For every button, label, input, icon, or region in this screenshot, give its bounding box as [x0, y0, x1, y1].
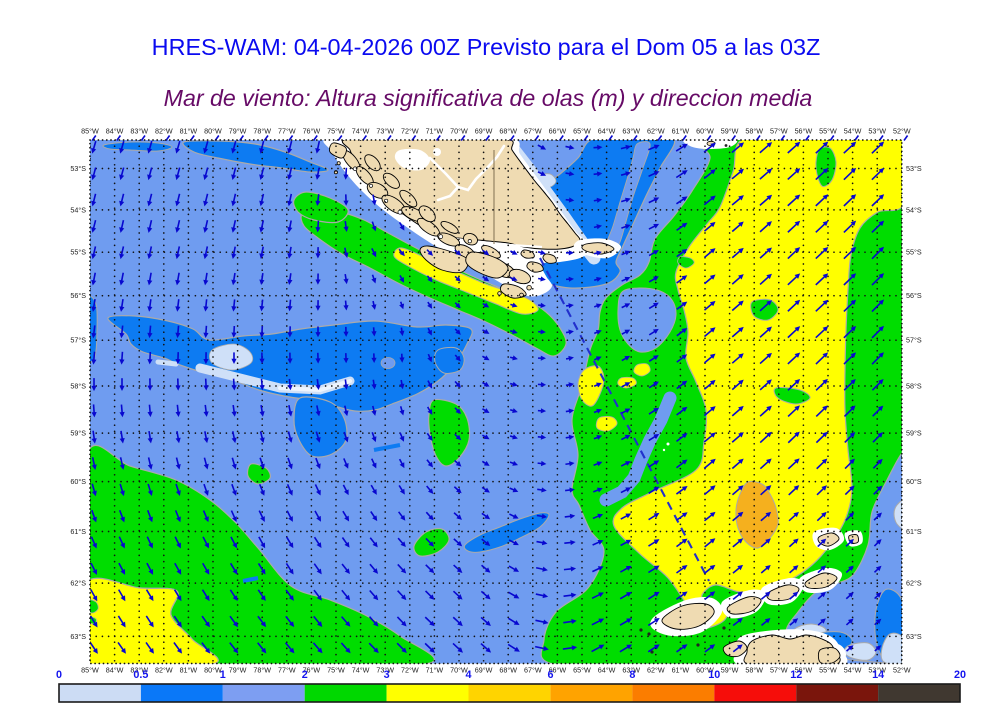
svg-text:2: 2 [302, 669, 308, 681]
svg-text:83°W: 83°W [130, 127, 148, 136]
svg-text:78°W: 78°W [253, 666, 271, 675]
svg-text:71°W: 71°W [426, 127, 444, 136]
svg-text:67°W: 67°W [524, 127, 542, 136]
svg-text:8: 8 [629, 669, 635, 681]
svg-text:55°S: 55°S [906, 248, 922, 257]
svg-text:57°S: 57°S [70, 336, 86, 345]
svg-text:57°W: 57°W [770, 666, 788, 675]
svg-text:65°W: 65°W [573, 666, 591, 675]
svg-text:54°W: 54°W [844, 666, 862, 675]
svg-text:77°W: 77°W [278, 127, 296, 136]
svg-text:62°W: 62°W [647, 127, 665, 136]
svg-text:63°S: 63°S [906, 632, 922, 641]
svg-text:77°W: 77°W [278, 666, 296, 675]
svg-text:63°W: 63°W [622, 127, 640, 136]
svg-text:54°S: 54°S [906, 205, 922, 214]
svg-text:72°W: 72°W [401, 127, 419, 136]
svg-text:61°S: 61°S [70, 527, 86, 536]
svg-text:59°W: 59°W [721, 127, 739, 136]
svg-text:61°S: 61°S [906, 527, 922, 536]
svg-text:73°W: 73°W [376, 127, 394, 136]
svg-text:85°W: 85°W [81, 127, 99, 136]
svg-text:69°W: 69°W [475, 127, 493, 136]
svg-text:59°S: 59°S [70, 429, 86, 438]
svg-text:61°W: 61°W [672, 666, 690, 675]
svg-text:58°W: 58°W [745, 666, 763, 675]
svg-text:64°W: 64°W [598, 127, 616, 136]
svg-text:85°W: 85°W [81, 666, 99, 675]
svg-text:12: 12 [790, 669, 802, 681]
svg-text:66°W: 66°W [549, 127, 567, 136]
svg-text:79°W: 79°W [229, 666, 247, 675]
svg-text:68°W: 68°W [499, 127, 517, 136]
svg-text:56°S: 56°S [906, 291, 922, 300]
svg-text:57°W: 57°W [770, 127, 788, 136]
svg-text:55°W: 55°W [819, 666, 837, 675]
svg-text:71°W: 71°W [426, 666, 444, 675]
svg-text:68°W: 68°W [499, 666, 517, 675]
svg-text:52°W: 52°W [893, 127, 911, 136]
svg-text:61°W: 61°W [672, 127, 690, 136]
svg-text:0.5: 0.5 [133, 669, 148, 681]
svg-text:67°W: 67°W [524, 666, 542, 675]
svg-text:54°W: 54°W [844, 127, 862, 136]
svg-text:60°S: 60°S [70, 477, 86, 486]
svg-text:62°S: 62°S [906, 579, 922, 588]
svg-text:53°S: 53°S [906, 164, 922, 173]
svg-text:60°S: 60°S [906, 477, 922, 486]
svg-text:10: 10 [708, 669, 720, 681]
svg-text:53°S: 53°S [70, 164, 86, 173]
svg-text:56°S: 56°S [70, 291, 86, 300]
svg-text:72°W: 72°W [401, 666, 419, 675]
svg-text:20: 20 [954, 669, 966, 681]
svg-text:59°W: 59°W [721, 666, 739, 675]
svg-text:75°W: 75°W [327, 666, 345, 675]
svg-text:80°W: 80°W [204, 127, 222, 136]
svg-text:79°W: 79°W [229, 127, 247, 136]
svg-text:58°S: 58°S [906, 382, 922, 391]
svg-text:52°W: 52°W [893, 666, 911, 675]
svg-text:82°W: 82°W [155, 666, 173, 675]
svg-text:55°S: 55°S [70, 248, 86, 257]
svg-text:70°W: 70°W [450, 127, 468, 136]
svg-text:62°W: 62°W [647, 666, 665, 675]
svg-text:57°S: 57°S [906, 336, 922, 345]
svg-text:6: 6 [547, 669, 553, 681]
svg-text:53°W: 53°W [868, 127, 886, 136]
svg-text:3: 3 [384, 669, 390, 681]
svg-text:14: 14 [872, 669, 884, 681]
svg-text:84°W: 84°W [106, 666, 124, 675]
svg-text:76°W: 76°W [303, 127, 321, 136]
svg-text:74°W: 74°W [352, 666, 370, 675]
svg-text:1: 1 [220, 669, 226, 681]
svg-text:84°W: 84°W [106, 127, 124, 136]
svg-text:56°W: 56°W [795, 127, 813, 136]
svg-text:74°W: 74°W [352, 127, 370, 136]
svg-text:54°S: 54°S [70, 205, 86, 214]
svg-text:0: 0 [56, 669, 62, 681]
svg-text:63°S: 63°S [70, 632, 86, 641]
svg-text:58°W: 58°W [745, 127, 763, 136]
svg-text:HRES-WAM: 04-04-2026 00Z Previ: HRES-WAM: 04-04-2026 00Z Previsto para e… [152, 34, 821, 60]
svg-text:60°W: 60°W [696, 127, 714, 136]
svg-text:81°W: 81°W [180, 666, 198, 675]
svg-text:75°W: 75°W [327, 127, 345, 136]
svg-text:78°W: 78°W [253, 127, 271, 136]
svg-text:Mar de viento: Altura signific: Mar de viento: Altura significativa de o… [164, 85, 813, 111]
svg-text:65°W: 65°W [573, 127, 591, 136]
svg-text:64°W: 64°W [598, 666, 616, 675]
svg-text:69°W: 69°W [475, 666, 493, 675]
svg-text:59°S: 59°S [906, 429, 922, 438]
svg-text:4: 4 [465, 669, 471, 681]
svg-text:55°W: 55°W [819, 127, 837, 136]
svg-text:82°W: 82°W [155, 127, 173, 136]
svg-text:62°S: 62°S [70, 579, 86, 588]
svg-text:58°S: 58°S [70, 382, 86, 391]
svg-text:81°W: 81°W [180, 127, 198, 136]
